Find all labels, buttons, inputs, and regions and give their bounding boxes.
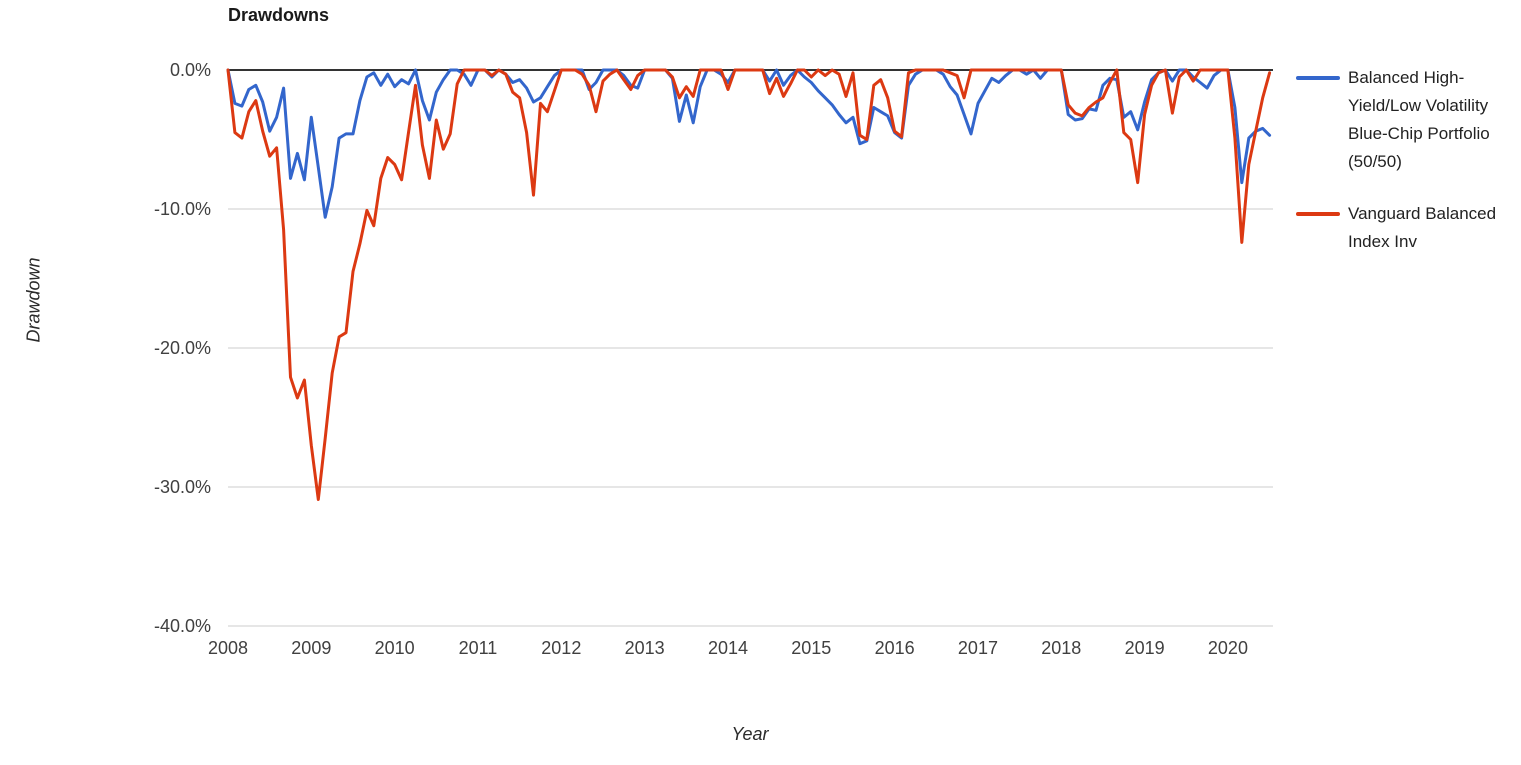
legend-item-vanguard-balanced: Vanguard Balanced Index Inv xyxy=(1296,200,1516,256)
y-tick-label: -20.0% xyxy=(154,338,211,358)
x-tick-label: 2008 xyxy=(208,638,248,658)
legend-label: Vanguard Balanced Index Inv xyxy=(1348,204,1497,251)
x-tick-label: 2018 xyxy=(1041,638,1081,658)
legend-swatch-blue-line xyxy=(1296,76,1340,80)
x-tick-label: 2019 xyxy=(1125,638,1165,658)
x-axis-title: Year xyxy=(731,724,769,744)
y-tick-label: -40.0% xyxy=(154,616,211,636)
legend-swatch-red-line xyxy=(1296,212,1340,216)
legend-item-balanced-portfolio: Balanced High-Yield/Low Volatility Blue-… xyxy=(1296,64,1516,176)
chart-title: Drawdowns xyxy=(228,5,330,25)
y-tick-label: -30.0% xyxy=(154,477,211,497)
x-tick-label: 2017 xyxy=(958,638,998,658)
x-tick-label: 2012 xyxy=(541,638,581,658)
x-tick-label: 2011 xyxy=(459,638,498,658)
series-line-balanced-portfolio[interactable] xyxy=(226,68,1272,219)
legend: Balanced High-Yield/Low Volatility Blue-… xyxy=(1296,64,1516,256)
y-tick-label: -10.0% xyxy=(154,199,211,219)
y-tick-label: 0.0% xyxy=(170,60,211,80)
x-tick-label: 2013 xyxy=(625,638,665,658)
series-line-vanguard-balanced[interactable] xyxy=(226,68,1272,501)
legend-label: Balanced High-Yield/Low Volatility Blue-… xyxy=(1348,68,1490,171)
x-tick-label: 2009 xyxy=(291,638,331,658)
x-tick-label: 2015 xyxy=(791,638,831,658)
x-tick-label: 2010 xyxy=(375,638,415,658)
x-tick-label: 2016 xyxy=(875,638,915,658)
x-tick-label: 2020 xyxy=(1208,638,1248,658)
x-tick-label: 2014 xyxy=(708,638,748,658)
